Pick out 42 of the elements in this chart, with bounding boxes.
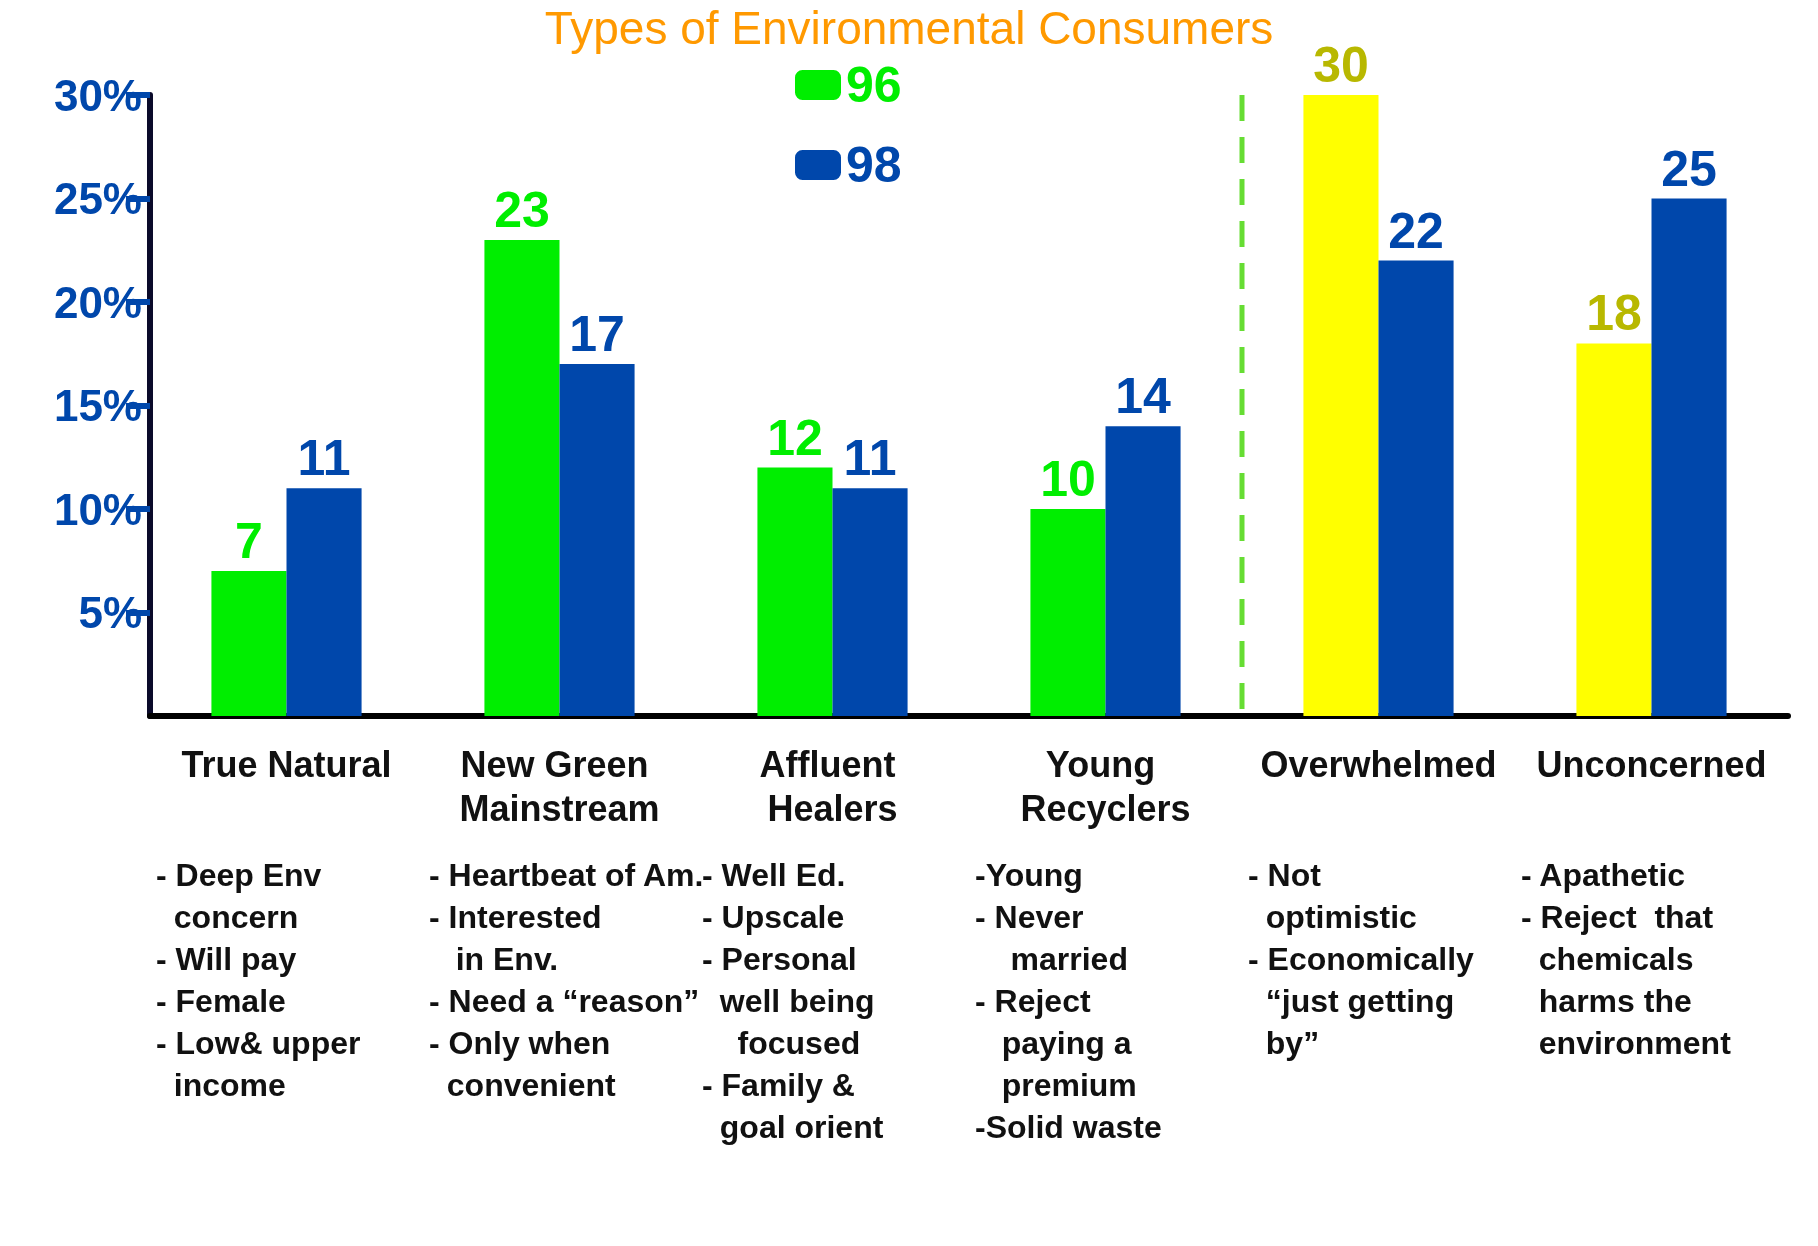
x-tick-label: True Natural — [181, 743, 392, 785]
y-tick-label: 25% — [53, 174, 142, 223]
data-label: 25 — [1661, 140, 1717, 197]
bar — [1378, 260, 1454, 716]
data-label: 11 — [297, 430, 351, 487]
data-label: 10 — [1040, 451, 1096, 507]
data-label: 11 — [843, 430, 897, 487]
bar — [832, 488, 908, 716]
data-label: 22 — [1388, 202, 1444, 259]
bar — [484, 239, 560, 716]
bar — [757, 467, 833, 716]
bar — [1105, 426, 1181, 716]
bar — [1576, 343, 1652, 716]
bar — [559, 364, 635, 716]
data-label: 14 — [1115, 368, 1172, 425]
chart-title: Types of Environmental Consumers — [544, 2, 1274, 54]
data-label: 23 — [494, 181, 550, 238]
text: - Deep Env concern - Will pay - Female - Low& upper income — [156, 857, 361, 1103]
text: - Not optimistic - Economically “just getting by” — [1248, 857, 1475, 1061]
data-label: 7 — [235, 513, 263, 570]
bar — [1651, 198, 1727, 716]
legend-label: 96 — [846, 57, 902, 113]
data-label: 18 — [1586, 285, 1642, 342]
text: -Young - Never married - Reject paying a premium -Solid waste — [975, 857, 1162, 1145]
x-tick-label: New Green Mainstream — [459, 743, 660, 829]
bar — [286, 488, 362, 716]
x-tick-label: Young Recyclers — [1020, 743, 1191, 829]
x-tick-label: Affluent Healers — [759, 743, 906, 829]
bar — [1303, 95, 1379, 716]
text: - Well Ed. - Upscale - Personal well being focused - Family & goal orient — [702, 857, 884, 1145]
text: - Apathetic - Reject that chemicals harms the environment — [1521, 857, 1732, 1061]
y-tick-label: 20% — [53, 277, 142, 327]
data-label: 17 — [569, 306, 625, 363]
x-tick-label: Overwhelmed — [1260, 743, 1497, 785]
bar — [211, 571, 287, 716]
y-tick-label: 30% — [53, 70, 142, 120]
data-label: 12 — [767, 409, 823, 466]
x-tick-label: Unconcerned — [1536, 743, 1767, 785]
bar — [1030, 509, 1106, 716]
text: - Heartbeat of Am. - Interested in Env. - Need a “reason” - Only when convenient — [429, 857, 704, 1103]
legend-label: 98 — [846, 137, 902, 193]
data-label: 30 — [1313, 37, 1369, 93]
